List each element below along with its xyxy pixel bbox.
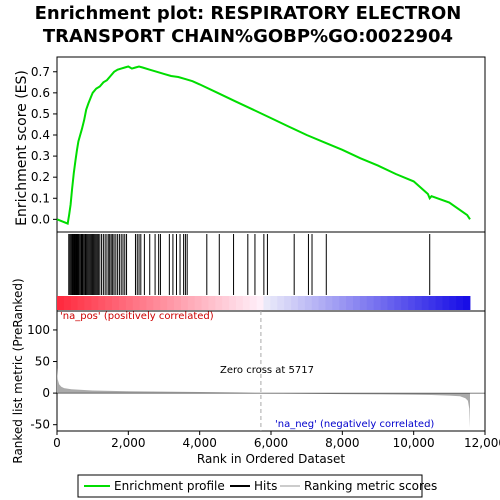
es-ytick-label: 0.1	[31, 191, 50, 205]
metric-ytick-label: 100	[27, 323, 50, 337]
color-bar-segment	[153, 296, 161, 310]
color-bar-segment	[118, 296, 127, 310]
xtick-label: 12,000	[464, 436, 500, 450]
color-bar-segment	[311, 296, 319, 310]
es-ytick-label: 0.7	[31, 65, 50, 79]
es-ytick-label: 0.0	[31, 212, 50, 226]
color-bar-segment	[57, 296, 65, 310]
color-bar-segment	[174, 296, 182, 310]
color-bar-segment	[180, 296, 189, 310]
color-bar-segment	[277, 296, 285, 310]
metric-frame	[56, 310, 486, 432]
color-bar-segment	[291, 296, 299, 310]
color-bar-segment	[359, 296, 368, 310]
xtick-label: 2,000	[111, 436, 145, 450]
color-bar-segment	[222, 296, 230, 310]
color-bar-segment	[387, 296, 395, 310]
metric-ytick-label: 50	[35, 355, 50, 369]
color-bar-segment	[146, 296, 154, 310]
xtick-label: 0	[53, 436, 61, 450]
color-bar-segment	[435, 296, 443, 310]
color-bar-segment	[408, 296, 416, 310]
color-bar-segment	[304, 296, 313, 310]
color-bar-segment	[84, 296, 92, 310]
es-ytick-label: 0.3	[31, 149, 50, 163]
legend: Enrichment profile Hits Ranking metric s…	[77, 474, 437, 498]
color-bar-segment	[201, 296, 209, 310]
color-bar-segment	[77, 296, 85, 310]
legend-metric-label: Ranking metric scores	[304, 479, 437, 493]
es-ytick-label: 0.2	[31, 170, 50, 184]
color-bar-segment	[194, 296, 202, 310]
color-bar-segment	[380, 296, 388, 310]
color-bar-segment	[463, 296, 471, 310]
color-bar-segment	[346, 296, 354, 310]
color-bar-segment	[125, 296, 134, 310]
color-bar-segment	[98, 296, 106, 310]
color-bar-segment	[421, 296, 430, 310]
color-bar-segment	[284, 296, 292, 310]
color-bar-segment	[263, 296, 271, 310]
legend-enrichment-label: Enrichment profile	[114, 479, 225, 493]
color-bar-segment	[449, 296, 457, 310]
color-bar-segment	[235, 296, 244, 310]
color-bar-segment	[256, 296, 264, 310]
es-ytick-label: 0.4	[31, 128, 50, 142]
zero-cross-label: Zero cross at 5717	[220, 365, 314, 376]
legend-hits-label: Hits	[254, 479, 277, 493]
color-bar-segment	[325, 296, 333, 310]
color-bar-segment	[63, 296, 72, 310]
metric-axis-label: Ranked list metric (PreRanked)	[11, 278, 25, 463]
color-bar-segment	[339, 296, 347, 310]
xtick-label: 10,000	[393, 436, 435, 450]
color-bar-segment	[132, 296, 141, 310]
color-bar-segment	[456, 296, 464, 310]
color-bar-segment	[208, 296, 216, 310]
es-ytick-label: 0.5	[31, 107, 50, 121]
color-bar-segment	[229, 296, 237, 310]
color-bar-segment	[332, 296, 340, 310]
color-bar-segment	[366, 296, 375, 310]
color-bar-segment	[160, 296, 168, 310]
hits-panel	[56, 231, 486, 313]
x-axis-label: Rank in Ordered Dataset	[197, 452, 345, 466]
color-bar-segment	[442, 296, 450, 310]
color-bar-segment	[105, 296, 113, 310]
positive-correlation-label: 'na_pos' (positively correlated)	[60, 311, 214, 322]
color-bar-segment	[112, 296, 120, 310]
enrichment-score-panel: 0.0 0.1 0.2 0.3 0.4 0.5 0.6 0.7 Enrichment scor…	[14, 56, 486, 233]
es-ytick-label: 0.6	[31, 86, 50, 100]
rank-color-bar	[57, 296, 471, 310]
color-bar-segment	[414, 296, 423, 310]
color-bar-segment	[401, 296, 409, 310]
color-bar-segment	[318, 296, 326, 310]
color-bar-segment	[428, 296, 437, 310]
xtick-label: 6,000	[254, 436, 288, 450]
color-bar-segment	[187, 296, 196, 310]
color-bar-segment	[352, 296, 361, 310]
color-bar-segment	[139, 296, 147, 310]
color-bar-segment	[297, 296, 306, 310]
chart-title-line1: Enrichment plot: RESPIRATORY ELECTRON	[35, 3, 462, 24]
xtick-label: 4,000	[182, 436, 216, 450]
es-axis-label: Enrichment score (ES)	[14, 70, 30, 226]
enrichment-profile-line	[56, 65, 471, 225]
es-plot-frame	[56, 56, 486, 233]
color-bar-segment	[270, 296, 278, 310]
xtick-label: 8,000	[325, 436, 359, 450]
color-bar-segment	[394, 296, 402, 310]
metric-ytick-label: 0	[42, 386, 50, 400]
negative-correlation-label: 'na_neg' (negatively correlated)	[275, 419, 434, 430]
chart-title-line2: TRANSPORT CHAIN%GOBP%GO:0022904	[43, 26, 453, 47]
color-bar-segment	[242, 296, 251, 310]
metric-ytick-label: -50	[30, 418, 50, 432]
color-bar-segment	[249, 296, 258, 310]
color-bar-segment	[373, 296, 381, 310]
color-bar-segment	[91, 296, 99, 310]
color-bar-segment	[167, 296, 175, 310]
color-bar-segment	[215, 296, 223, 310]
color-bar-segment	[70, 296, 79, 310]
